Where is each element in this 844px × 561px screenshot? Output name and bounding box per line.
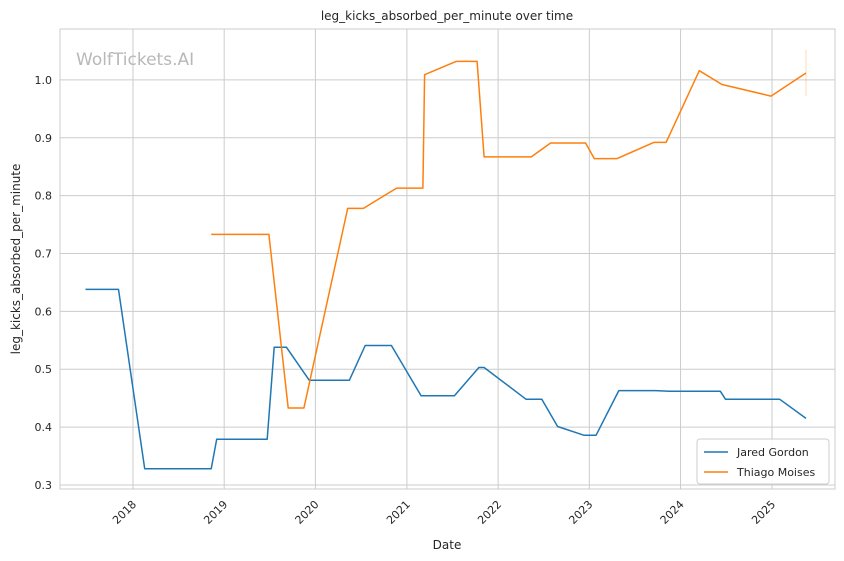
watermark: WolfTickets.AI [76, 50, 194, 70]
x-axis-label: Date [433, 538, 462, 552]
y-tick-label: 0.9 [35, 132, 53, 145]
x-axis-ticks: 2018 2019 2020 2021 2022 2023 2024 2025 [110, 498, 778, 527]
x-tick-label: 2022 [475, 498, 504, 527]
grid [60, 29, 835, 489]
y-tick-label: 0.8 [35, 190, 53, 203]
x-tick-label: 2019 [201, 498, 230, 527]
y-tick-label: 1.0 [35, 74, 53, 87]
y-tick-label: 0.7 [35, 248, 53, 261]
legend-label-thiago-moises: Thiago Moises [736, 466, 815, 479]
legend: Jared Gordon Thiago Moises [696, 438, 830, 485]
y-tick-label: 0.3 [35, 479, 53, 492]
legend-box [696, 438, 830, 485]
y-axis-ticks: 0.3 0.4 0.5 0.6 0.7 0.8 0.9 1.0 [35, 74, 53, 492]
y-tick-label: 0.4 [35, 421, 53, 434]
series-line-thiago-moises [211, 60, 807, 409]
x-tick-label: 2024 [658, 498, 687, 527]
x-tick-label: 2020 [293, 498, 322, 527]
x-tick-label: 2021 [384, 498, 413, 527]
x-tick-label: 2018 [110, 498, 139, 527]
series-lines [85, 49, 807, 470]
x-tick-label: 2025 [749, 498, 778, 527]
x-tick-label: 2023 [566, 498, 595, 527]
y-tick-label: 0.6 [35, 305, 53, 318]
legend-label-jared-gordon: Jared Gordon [736, 446, 809, 459]
chart-title: leg_kicks_absorbed_per_minute over time [321, 9, 573, 23]
series-line-jared-gordon [85, 288, 807, 470]
y-axis-label: leg_kicks_absorbed_per_minute [9, 164, 23, 355]
y-tick-label: 0.5 [35, 363, 53, 376]
plot-frame [59, 28, 836, 490]
